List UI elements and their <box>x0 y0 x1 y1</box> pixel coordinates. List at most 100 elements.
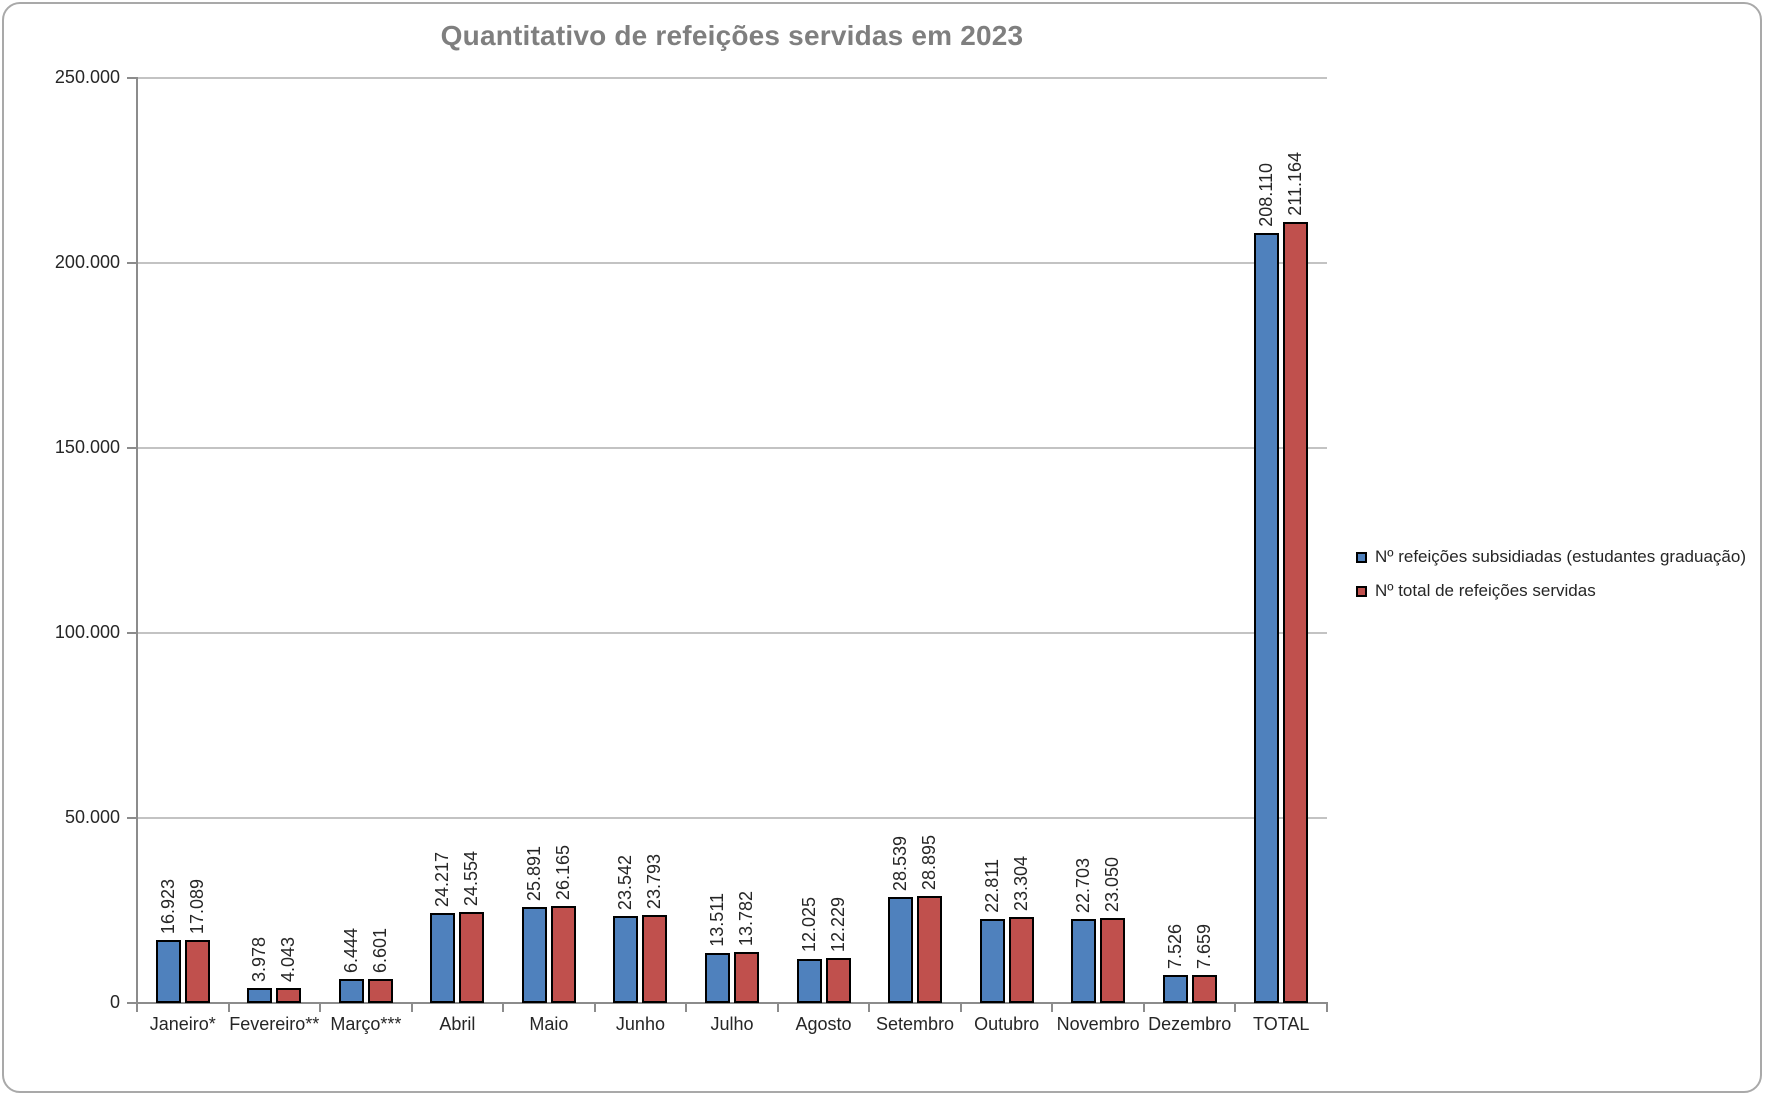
bar-total-11 <box>1100 917 1126 1003</box>
x-axis-category-label: TOTAL <box>1253 1014 1310 1034</box>
y-axis-tick-label: 150.000 <box>54 437 120 457</box>
gridline <box>137 77 1327 79</box>
bar-value-label: 26.165 <box>552 845 573 901</box>
bar-total-13 <box>1283 221 1309 1003</box>
x-axis-tick <box>410 1003 413 1012</box>
bar-subsidiadas-8 <box>796 958 822 1003</box>
bar-value-label: 23.793 <box>644 853 665 909</box>
legend-color-swatch <box>1356 585 1367 597</box>
bar-value-label: 3.978 <box>249 937 270 983</box>
bar-value-label: 28.895 <box>919 835 940 891</box>
x-axis-tick <box>319 1003 322 1012</box>
bar-value-label: 6.601 <box>369 927 390 973</box>
bar-value-label: 12.229 <box>827 896 848 952</box>
bar-value-label: 24.217 <box>432 852 453 908</box>
y-axis-tick <box>127 77 137 79</box>
bar-total-9 <box>917 896 943 1003</box>
x-axis-category-label: Março*** <box>330 1014 402 1034</box>
bar-value-label: 7.526 <box>1164 924 1185 970</box>
bar-value-label: 13.511 <box>707 893 727 948</box>
bar-total-10 <box>1008 916 1034 1003</box>
bar-value-label: 23.050 <box>1102 856 1123 912</box>
x-axis-tick <box>502 1003 505 1012</box>
x-axis-category-label: Agosto <box>795 1014 852 1034</box>
x-axis-category-label: Julho <box>710 1014 754 1034</box>
bar-subsidiadas-12 <box>1162 975 1188 1003</box>
y-axis-tick-label: 200.000 <box>54 252 120 272</box>
x-axis-tick <box>1051 1003 1054 1012</box>
x-axis-category-label: Maio <box>529 1014 569 1034</box>
bar-subsidiadas-9 <box>888 897 914 1003</box>
bar-total-5 <box>550 906 576 1003</box>
x-axis-tick <box>685 1003 688 1012</box>
x-axis-tick <box>1142 1003 1145 1012</box>
y-axis-tick-label: 0 <box>109 992 120 1012</box>
bar-subsidiadas-11 <box>1071 918 1097 1003</box>
bar-total-6 <box>642 914 668 1003</box>
x-axis-tick <box>1326 1003 1328 1012</box>
x-axis-tick <box>1234 1003 1237 1012</box>
y-axis-tick <box>127 262 137 264</box>
bar-total-8 <box>825 957 851 1003</box>
x-axis-category-label: Fevereiro** <box>229 1014 320 1034</box>
bar-total-12 <box>1191 974 1217 1003</box>
x-axis-category-label: Dezembro <box>1148 1014 1232 1034</box>
y-axis-tick <box>127 447 137 449</box>
bar-value-label: 13.782 <box>736 890 756 947</box>
x-axis-line <box>136 1002 1328 1004</box>
x-axis-category-label: Outubro <box>974 1014 1040 1034</box>
legend-item: Nº refeições subsidiadas (estudantes gra… <box>1356 547 1746 567</box>
legend-item-label: Nº refeições subsidiadas (estudantes gra… <box>1375 547 1746 566</box>
bar-subsidiadas-4 <box>430 913 456 1003</box>
bar-value-label: 23.542 <box>615 854 636 910</box>
y-axis-tick-label: 100.000 <box>54 622 120 642</box>
bar-value-label: 28.539 <box>890 836 911 892</box>
x-axis-category-label: Abril <box>439 1014 476 1034</box>
bar-subsidiadas-7 <box>705 953 730 1003</box>
gridline <box>137 632 1327 634</box>
bar-value-label: 7.659 <box>1193 923 1214 969</box>
x-axis-tick <box>227 1003 230 1012</box>
bar-total-4 <box>459 912 485 1003</box>
bar-total-3 <box>367 978 393 1003</box>
x-axis-tick <box>868 1003 871 1012</box>
gridline <box>137 262 1327 264</box>
bar-total-2 <box>276 988 302 1003</box>
bar-value-label: 24.554 <box>461 851 482 907</box>
bar-value-label: 22.811 <box>981 858 1002 913</box>
bar-total-1 <box>184 939 210 1003</box>
y-axis-tick-label: 50.000 <box>64 807 120 827</box>
bar-value-label: 4.043 <box>278 937 299 983</box>
bar-value-label: 17.089 <box>186 878 207 934</box>
legend-item: Nº total de refeições servidas <box>1356 581 1746 601</box>
gridline <box>137 817 1327 819</box>
x-axis-tick <box>959 1003 962 1012</box>
legend: Nº refeições subsidiadas (estudantes gra… <box>1356 547 1746 615</box>
bar-value-label: 208.110 <box>1256 163 1277 227</box>
x-axis-category-label: Setembro <box>876 1014 955 1034</box>
y-axis-line <box>136 77 138 1004</box>
bar-value-label: 25.891 <box>523 846 544 902</box>
legend-item-label: Nº total de refeições servidas <box>1375 581 1596 600</box>
gridline <box>137 447 1327 449</box>
x-axis-tick <box>136 1003 138 1012</box>
bar-value-label: 16.923 <box>157 879 178 935</box>
bar-subsidiadas-13 <box>1254 232 1280 1003</box>
bar-value-label: 211.164 <box>1285 151 1306 216</box>
legend-color-swatch <box>1356 551 1367 563</box>
bar-subsidiadas-5 <box>521 907 547 1003</box>
x-axis-tick <box>593 1003 596 1012</box>
bar-subsidiadas-1 <box>155 940 181 1003</box>
y-axis-tick <box>127 632 137 634</box>
chart-title: Quantitativo de refeições servidas em 20… <box>440 20 1024 51</box>
x-axis-category-label: Janeiro* <box>149 1014 216 1034</box>
x-axis-category-label: Junho <box>615 1014 665 1034</box>
y-axis-tick-label: 250.000 <box>54 67 120 87</box>
x-axis-category-label: Novembro <box>1056 1014 1140 1034</box>
bar-subsidiadas-2 <box>247 988 273 1003</box>
bar-value-label: 23.304 <box>1010 855 1031 911</box>
bar-value-label: 12.025 <box>798 897 819 953</box>
bar-subsidiadas-3 <box>338 979 364 1003</box>
bar-subsidiadas-6 <box>613 915 639 1003</box>
